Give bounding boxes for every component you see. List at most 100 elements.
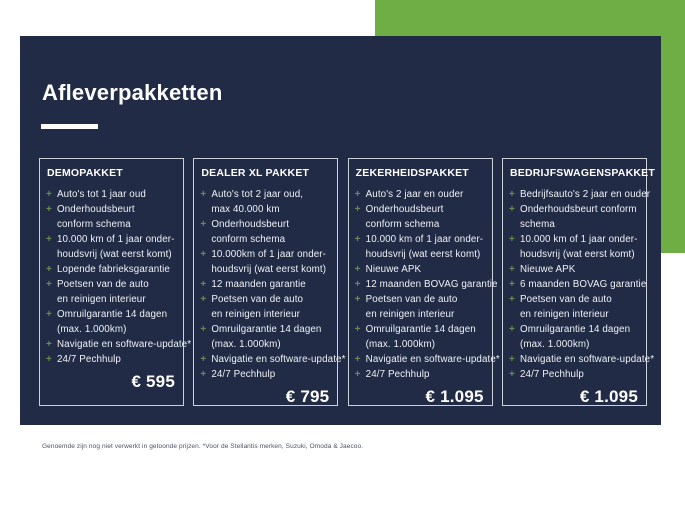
- feature-item: +10.000 km of 1 jaar onder- houdsvrij (w…: [46, 232, 177, 262]
- feature-text: Navigatie en software-update*: [211, 354, 346, 365]
- plus-icon: +: [200, 219, 207, 230]
- feature-text: Onderhoudsbeurt conform schema: [211, 219, 290, 245]
- feature-text: Onderhoudsbeurt conform schema: [365, 204, 444, 230]
- feature-list: + Auto's 2 jaar en ouder + Onderhoudsbeurt …: [354, 187, 500, 382]
- feature-item: + Navigatie en software-update*: [46, 337, 191, 352]
- feature-text: Poetsen van de auto en reinigen interieu…: [519, 294, 612, 320]
- feature-item: + Lopende fabrieksgarantie: [46, 262, 177, 277]
- plus-icon: +: [354, 354, 361, 365]
- feature-item: +24/7 Pechhulp: [46, 352, 177, 367]
- feature-text: Onderhoudsbeurt conform schema: [519, 204, 637, 230]
- package-price: € 795: [285, 387, 330, 406]
- feature-text: 10.000km of 1 jaar onder- houdsvrij (wat…: [211, 249, 327, 275]
- plus-icon: +: [46, 309, 52, 320]
- plus-icon: +: [508, 234, 515, 245]
- feature-text: 10.000 km of 1 jaar onder- houdsvrij (wa…: [519, 234, 638, 260]
- package-card: BEDRIJFSWAGENSPAKKET + Bedrijfsauto's 2 j…: [501, 158, 655, 406]
- feature-text: Omruilgarantie 14 dagen (max. 1.000km): [211, 324, 322, 350]
- package-price: € 1.095: [425, 387, 484, 406]
- feature-item: + Onderhoudsbeurt conform schema: [355, 202, 486, 232]
- feature-item: +10.000km of 1 jaar onder- houdsvrij (wa…: [200, 247, 331, 277]
- plus-icon: +: [508, 204, 515, 215]
- feature-text: Navigatie en software-update*: [57, 339, 192, 350]
- feature-item: + Nieuwe APK: [509, 262, 640, 277]
- feature-item: + Navigatie en software-update*: [354, 352, 500, 367]
- feature-text: 24/7 Pechhulp: [211, 369, 276, 380]
- feature-text: 24/7 Pechhulp: [365, 369, 430, 380]
- feature-item: +12 maanden BOVAG garantie: [354, 277, 498, 292]
- feature-item: +6 maanden BOVAG garantie: [508, 277, 646, 292]
- feature-item: + Onderhoudsbeurt conform schema: [509, 202, 640, 232]
- feature-text: 24/7 Pechhulp: [519, 369, 584, 380]
- plus-icon: +: [508, 264, 515, 275]
- feature-text: 10.000 km of 1 jaar onder- houdsvrij (wa…: [57, 234, 175, 260]
- feature-item: + Poetsen van de auto en reinigen interie…: [509, 292, 640, 322]
- feature-item: + Nieuwe APK: [355, 262, 486, 277]
- plus-icon: +: [508, 279, 515, 290]
- plus-icon: +: [46, 234, 52, 245]
- feature-text: 10.000 km of 1 jaar onder- houdsvrij (wa…: [365, 234, 484, 260]
- feature-item: + Omruilgarantie 14 dagen (max. 1.000km): [355, 322, 486, 352]
- plus-icon: +: [46, 189, 52, 200]
- feature-item: + Auto's 2 jaar en ouder: [355, 187, 486, 202]
- package-price: € 1.095: [579, 387, 638, 406]
- plus-icon: +: [46, 264, 52, 275]
- feature-text: Poetsen van de auto en reinigen interieu…: [57, 279, 149, 305]
- plus-icon: +: [46, 204, 52, 215]
- feature-text: 24/7 Pechhulp: [57, 354, 121, 365]
- feature-item: + Omruilgarantie 14 dagen (max. 1.000km): [509, 322, 640, 352]
- feature-text: Navigatie en software-update*: [365, 354, 500, 365]
- feature-text: Nieuwe APK: [365, 264, 422, 275]
- plus-icon: +: [354, 189, 361, 200]
- plus-icon: +: [200, 324, 207, 335]
- feature-list: + Auto's tot 2 jaar oud, max 40.000 km + On…: [200, 187, 345, 382]
- package-card: DEALER XL PAKKET + Auto's tot 2 jaar oud,…: [193, 158, 345, 406]
- plus-icon: +: [200, 279, 207, 290]
- feature-text: Omruilgarantie 14 dagen (max. 1.000km): [57, 309, 168, 335]
- plus-icon: +: [508, 324, 515, 335]
- feature-item: + Omruilgarantie 14 dagen (max. 1.000km): [46, 307, 177, 337]
- feature-text: Auto's 2 jaar en ouder: [365, 189, 464, 200]
- feature-item: +24/7 Pechhulp: [355, 367, 486, 382]
- feature-text: Poetsen van de auto en reinigen interieu…: [211, 294, 304, 320]
- plus-icon: +: [354, 369, 361, 380]
- feature-text: Omruilgarantie 14 dagen (max. 1.000km): [365, 324, 476, 350]
- slide-panel: Afleverpakketten DEMOPAKKET + Auto's tot …: [20, 36, 661, 425]
- feature-text: Auto's tot 2 jaar oud, max 40.000 km: [211, 189, 304, 215]
- plus-icon: +: [354, 234, 361, 245]
- feature-item: + Onderhoudsbeurt conform schema: [46, 202, 177, 232]
- package-price: € 595: [131, 372, 175, 391]
- plus-icon: +: [354, 204, 361, 215]
- feature-item: + Navigatie en software-update*: [509, 352, 654, 367]
- plus-icon: +: [354, 294, 361, 305]
- feature-item: + Auto's tot 1 jaar oud: [46, 187, 177, 202]
- feature-text: Omruilgarantie 14 dagen (max. 1.000km): [519, 324, 631, 350]
- feature-text: 12 maanden BOVAG garantie: [365, 279, 498, 290]
- page-title: Afleverpakketten: [42, 80, 223, 105]
- feature-item: +10.000 km of 1 jaar onder- houdsvrij (w…: [355, 232, 486, 262]
- plus-icon: +: [508, 189, 515, 200]
- feature-item: + Poetsen van de auto en reinigen interie…: [355, 292, 486, 322]
- feature-text: 12 maanden garantie: [211, 279, 306, 290]
- feature-text: Lopende fabrieksgarantie: [57, 264, 170, 275]
- package-title: BEDRIJFSWAGENSPAKKET: [509, 167, 655, 179]
- plus-icon: +: [200, 189, 207, 200]
- feature-text: 6 maanden BOVAG garantie: [519, 279, 647, 290]
- package-cards: DEMOPAKKET + Auto's tot 1 jaar oud + Onderh…: [39, 158, 655, 406]
- feature-item: +12 maanden garantie: [200, 277, 331, 292]
- package-title: DEMOPAKKET: [47, 167, 123, 179]
- feature-list: + Auto's tot 1 jaar oud + Onderhoudsbeurt c…: [46, 187, 191, 367]
- package-title: DEALER XL PAKKET: [201, 167, 310, 179]
- feature-item: + Poetsen van de auto en reinigen interie…: [46, 277, 177, 307]
- feature-text: Nieuwe APK: [519, 264, 576, 275]
- plus-icon: +: [354, 279, 361, 290]
- plus-icon: +: [46, 279, 52, 290]
- feature-list: + Bedrijfsauto's 2 jaar en ouder + Onderhou…: [508, 187, 654, 382]
- plus-icon: +: [354, 324, 361, 335]
- plus-icon: +: [508, 369, 515, 380]
- plus-icon: +: [46, 339, 52, 350]
- footnote: Genoemde zijn nog niet verwerkt in getoo…: [42, 443, 364, 450]
- plus-icon: +: [200, 369, 207, 380]
- feature-text: Onderhoudsbeurt conform schema: [57, 204, 135, 230]
- feature-item: +24/7 Pechhulp: [200, 367, 331, 382]
